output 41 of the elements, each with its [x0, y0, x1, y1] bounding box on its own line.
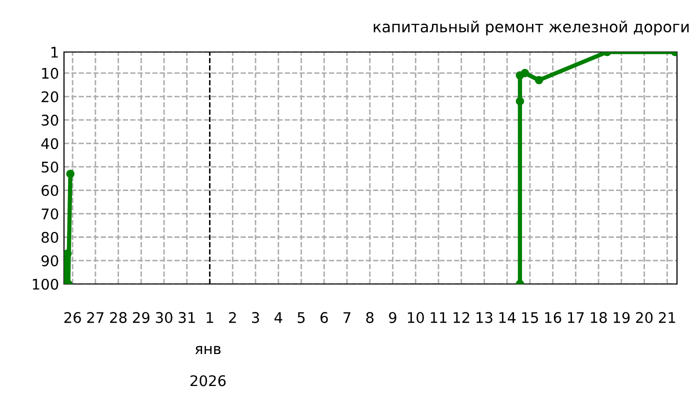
x-tick-label: 11 — [430, 312, 446, 323]
y-tick-label: 70 — [42, 208, 58, 220]
y-tick-label: 50 — [42, 162, 58, 173]
x-tick-label: 8 — [366, 312, 374, 324]
x-tick-label: 9 — [389, 312, 396, 324]
x-tick-label: 7 — [344, 312, 350, 323]
x-tick-label: 10 — [408, 312, 424, 324]
y-tick-label: 80 — [42, 232, 58, 243]
x-tick-label: 14 — [499, 312, 516, 323]
x-tick-label: 31 — [178, 312, 195, 324]
x-tick-label: 28 — [110, 312, 127, 324]
x-tick-label: 26 — [64, 312, 81, 324]
x-tick-label: 19 — [614, 312, 630, 324]
x-tick-label: 2 — [229, 312, 236, 323]
x-tick-label: 13 — [476, 312, 492, 324]
y-tick-label: 40 — [41, 138, 58, 150]
x-tick-label: 30 — [156, 312, 172, 324]
x-tick-label: 4 — [274, 312, 282, 323]
x-tick-label: 27 — [87, 312, 104, 323]
y-tick-label: 30 — [42, 114, 58, 126]
x-tick-label: 1 — [206, 312, 214, 323]
text: янв — [195, 346, 221, 354]
x-tick-label: 21 — [658, 312, 676, 323]
x-tick-label: 3 — [252, 312, 259, 324]
y-tick-label: 20 — [42, 91, 58, 102]
x-tick-label: 18 — [590, 312, 607, 324]
x-tick-label: 6 — [320, 312, 328, 324]
x-tick-label: 29 — [132, 312, 150, 324]
y-tick-label: 90 — [42, 255, 58, 266]
y-tick-label: 100 — [32, 278, 58, 290]
x-tick-label: 5 — [298, 312, 305, 324]
y-tick-label: 1 — [51, 46, 58, 58]
x-tick-label: 20 — [636, 312, 653, 324]
text: 2026 — [190, 375, 226, 386]
y-tick-label: 10 — [42, 68, 58, 79]
x-tick-label: 17 — [568, 312, 584, 323]
y-tick-label: 60 — [42, 184, 58, 196]
x-tick-label: 16 — [545, 312, 562, 324]
chart-title: капитальный ремонт железной дороги — [374, 20, 689, 36]
x-tick-label: 12 — [454, 312, 470, 323]
x-tick-label: 15 — [522, 312, 538, 324]
